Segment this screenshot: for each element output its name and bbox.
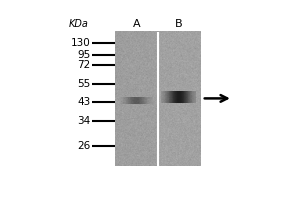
Bar	[188, 91, 189, 103]
Bar	[115, 32, 158, 166]
Bar	[194, 91, 195, 103]
Bar	[152, 97, 153, 104]
Bar	[166, 91, 167, 103]
Bar	[171, 91, 172, 103]
Bar	[170, 91, 171, 103]
Bar	[131, 97, 132, 104]
Bar	[122, 97, 123, 104]
Bar	[127, 97, 128, 104]
Bar	[190, 91, 191, 103]
Bar	[158, 32, 200, 166]
Bar	[135, 97, 136, 104]
Bar	[137, 97, 138, 104]
Bar	[187, 91, 188, 103]
Bar	[173, 91, 174, 103]
Bar	[185, 91, 186, 103]
Bar	[144, 97, 145, 104]
Bar	[181, 91, 182, 103]
Bar	[139, 97, 140, 104]
Bar	[142, 97, 143, 104]
Bar	[149, 97, 150, 104]
Bar	[133, 97, 134, 104]
Text: 34: 34	[77, 116, 90, 126]
Bar	[126, 97, 127, 104]
Bar	[132, 97, 133, 104]
Bar	[141, 97, 142, 104]
Bar	[192, 91, 193, 103]
Bar	[134, 97, 135, 104]
Bar	[168, 91, 169, 103]
Bar	[136, 97, 137, 104]
Bar	[176, 91, 177, 103]
Bar	[177, 91, 178, 103]
Bar	[191, 91, 192, 103]
Bar	[121, 97, 122, 104]
Bar	[138, 97, 139, 104]
Bar	[147, 97, 148, 104]
Bar	[167, 91, 168, 103]
Bar	[183, 91, 184, 103]
Bar	[140, 97, 141, 104]
Bar	[124, 97, 125, 104]
Bar	[184, 91, 185, 103]
Bar	[189, 91, 190, 103]
Text: 55: 55	[77, 79, 90, 89]
Bar	[175, 91, 176, 103]
Bar	[151, 97, 152, 104]
Bar	[161, 91, 162, 103]
Bar	[128, 97, 129, 104]
Bar	[179, 91, 180, 103]
Bar	[150, 97, 151, 104]
Bar	[148, 97, 149, 104]
Bar	[164, 91, 165, 103]
Bar	[165, 91, 166, 103]
Text: KDa: KDa	[69, 19, 89, 29]
Bar	[163, 91, 164, 103]
Bar	[130, 97, 131, 104]
Text: 130: 130	[70, 38, 90, 48]
Text: B: B	[175, 19, 183, 29]
Bar	[120, 97, 121, 104]
Text: 72: 72	[77, 60, 90, 70]
Bar	[125, 97, 126, 104]
Bar	[129, 97, 130, 104]
Bar	[193, 91, 194, 103]
Text: 95: 95	[77, 50, 90, 60]
Bar	[162, 91, 163, 103]
Bar	[169, 91, 170, 103]
Bar	[195, 91, 196, 103]
Bar	[123, 97, 124, 104]
Text: A: A	[133, 19, 140, 29]
Bar	[136, 97, 137, 104]
Bar	[182, 91, 183, 103]
Bar	[146, 97, 147, 104]
Bar	[178, 91, 179, 103]
Bar	[145, 97, 146, 104]
Bar	[172, 91, 173, 103]
Bar	[174, 91, 175, 103]
Bar	[180, 91, 181, 103]
Text: 43: 43	[77, 97, 90, 107]
Bar	[186, 91, 187, 103]
Text: 26: 26	[77, 141, 90, 151]
Bar	[143, 97, 144, 104]
